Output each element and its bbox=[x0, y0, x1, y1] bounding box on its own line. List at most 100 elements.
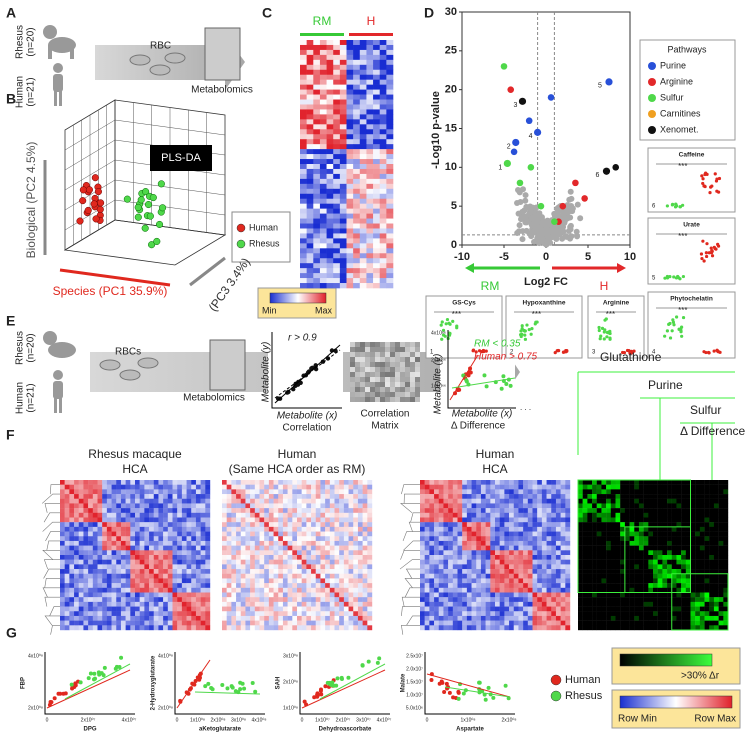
matrix-cell bbox=[302, 611, 307, 616]
matrix-cell bbox=[196, 574, 201, 579]
matrix-cell bbox=[662, 503, 667, 508]
matrix-cell bbox=[578, 494, 583, 499]
matrix-cell bbox=[355, 367, 360, 372]
matrix-cell bbox=[434, 597, 439, 602]
pathway-point bbox=[572, 180, 579, 187]
matrix-cell bbox=[439, 513, 444, 518]
matrix-cell bbox=[472, 555, 477, 560]
matrix-cell bbox=[201, 480, 206, 485]
matrix-cell bbox=[88, 555, 93, 560]
matrix-cell bbox=[65, 532, 70, 537]
matrix-cell bbox=[355, 397, 360, 402]
matrix-cell bbox=[107, 564, 112, 569]
matrix-cell bbox=[514, 569, 519, 574]
matrix-cell bbox=[297, 489, 302, 494]
matrix-cell bbox=[274, 593, 279, 598]
matrix-cell bbox=[481, 564, 486, 569]
matrix-cell bbox=[177, 597, 182, 602]
matrix-cell bbox=[60, 494, 65, 499]
matrix-cell bbox=[88, 569, 93, 574]
inset-point bbox=[701, 177, 704, 180]
matrix-cell bbox=[556, 597, 561, 602]
matrix-cell bbox=[201, 602, 206, 607]
heatmap-cell bbox=[360, 263, 367, 268]
matrix-cell bbox=[542, 583, 547, 588]
heatmap-cell bbox=[380, 248, 387, 253]
matrix-cell bbox=[140, 508, 145, 513]
matrix-cell bbox=[60, 578, 65, 583]
matrix-cell bbox=[523, 532, 528, 537]
matrix-cell bbox=[561, 621, 566, 626]
matrix-cell bbox=[490, 564, 495, 569]
matrix-cell bbox=[367, 564, 372, 569]
heatmap-cell bbox=[366, 154, 373, 159]
legend-label: Rhesus bbox=[249, 238, 280, 248]
matrix-cell bbox=[537, 508, 542, 513]
matrix-cell bbox=[107, 541, 112, 546]
heatmap-cell bbox=[386, 100, 393, 105]
matrix-cell bbox=[363, 518, 368, 523]
matrix-cell bbox=[274, 588, 279, 593]
matrix-cell bbox=[330, 560, 335, 565]
matrix-cell bbox=[135, 522, 140, 527]
matrix-cell bbox=[325, 522, 330, 527]
matrix-cell bbox=[481, 583, 486, 588]
matrix-cell bbox=[565, 550, 570, 555]
matrix-cell bbox=[565, 607, 570, 612]
matrix-cell bbox=[205, 588, 210, 593]
matrix-cell bbox=[320, 602, 325, 607]
matrix-cell bbox=[245, 574, 250, 579]
matrix-cell bbox=[358, 532, 363, 537]
matrix-cell bbox=[93, 499, 98, 504]
heatmap-cell bbox=[300, 75, 307, 80]
matrix-cell bbox=[634, 494, 639, 499]
matrix-cell bbox=[458, 564, 463, 569]
matrix-cell bbox=[476, 564, 481, 569]
matrix-cell bbox=[523, 522, 528, 527]
matrix-cell bbox=[415, 382, 420, 387]
matrix-cell bbox=[320, 522, 325, 527]
matrix-cell bbox=[116, 625, 121, 630]
matrix-cell bbox=[528, 532, 533, 537]
heatmap-cell bbox=[360, 194, 367, 199]
matrix-cell bbox=[434, 489, 439, 494]
matrix-cell bbox=[349, 485, 354, 490]
matrix-cell bbox=[367, 560, 372, 565]
matrix-cell bbox=[458, 527, 463, 532]
matrix-cell bbox=[597, 480, 602, 485]
heatmap-cell bbox=[327, 204, 334, 209]
matrix-cell bbox=[302, 508, 307, 513]
matrix-cell bbox=[264, 550, 269, 555]
matrix-cell bbox=[83, 602, 88, 607]
heatmap-cell bbox=[327, 219, 334, 224]
matrix-cell bbox=[297, 583, 302, 588]
matrix-cell bbox=[458, 550, 463, 555]
matrix-cell bbox=[490, 583, 495, 588]
matrix-cell bbox=[227, 480, 232, 485]
matrix-cell bbox=[173, 513, 178, 518]
matrix-cell bbox=[205, 616, 210, 621]
matrix-cell bbox=[462, 480, 467, 485]
matrix-cell bbox=[149, 607, 154, 612]
matrix-cell bbox=[130, 518, 135, 523]
matrix-cell bbox=[297, 564, 302, 569]
matrix-cell bbox=[523, 503, 528, 508]
heatmap-cell bbox=[366, 278, 373, 283]
matrix-cell bbox=[121, 616, 126, 621]
matrix-cell bbox=[83, 485, 88, 490]
heatmap-cell bbox=[327, 199, 334, 204]
matrix-cell bbox=[528, 499, 533, 504]
matrix-cell bbox=[405, 362, 410, 367]
panel-letter: F bbox=[6, 427, 15, 443]
matrix-cell bbox=[201, 527, 206, 532]
matrix-cell bbox=[320, 588, 325, 593]
matrix-cell bbox=[269, 621, 274, 626]
matrix-cell bbox=[144, 494, 149, 499]
matrix-cell bbox=[429, 625, 434, 630]
matrix-cell bbox=[481, 578, 486, 583]
matrix-cell bbox=[135, 555, 140, 560]
matrix-cell bbox=[98, 588, 103, 593]
matrix-cell bbox=[79, 564, 84, 569]
matrix-cell bbox=[163, 522, 168, 527]
matrix-cell bbox=[537, 541, 542, 546]
